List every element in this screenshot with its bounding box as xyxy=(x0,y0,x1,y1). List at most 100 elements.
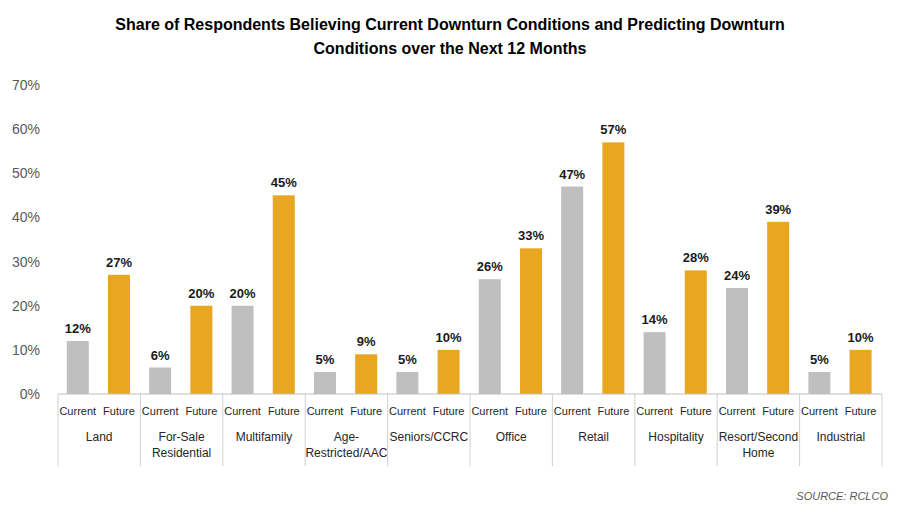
data-label: 9% xyxy=(357,334,376,349)
series-label: Future xyxy=(268,405,300,417)
bar xyxy=(520,248,542,394)
category-line: Office xyxy=(496,430,527,444)
data-label: 57% xyxy=(600,122,626,137)
series-label: Future xyxy=(103,405,135,417)
group-separator xyxy=(634,394,635,466)
bar xyxy=(190,306,212,394)
data-label: 5% xyxy=(810,352,829,367)
bar xyxy=(314,372,336,394)
bar xyxy=(644,332,666,394)
series-label: Current xyxy=(224,405,261,417)
data-label: 5% xyxy=(316,352,335,367)
series-label: Current xyxy=(59,405,96,417)
group-separator xyxy=(552,394,553,466)
category-line: Industrial xyxy=(816,430,865,444)
data-label: 27% xyxy=(106,255,132,270)
category-line: Seniors/CCRC xyxy=(389,430,468,444)
bar xyxy=(438,350,460,394)
group-separator xyxy=(222,394,223,466)
title-line: Conditions over the Next 12 Months xyxy=(314,40,587,57)
series-label: Future xyxy=(185,405,217,417)
category-label: Office xyxy=(496,430,527,444)
data-label: 5% xyxy=(398,352,417,367)
category-line: Residential xyxy=(152,446,211,460)
category-line: Land xyxy=(86,430,113,444)
group-separator xyxy=(140,394,141,466)
y-tick-label: 30% xyxy=(12,254,40,270)
bar xyxy=(850,350,872,394)
category-label: Industrial xyxy=(816,430,865,444)
bar xyxy=(561,187,583,394)
group-separator xyxy=(717,394,718,466)
category-line: Hospitality xyxy=(648,430,703,444)
series-label: Future xyxy=(597,405,629,417)
y-tick-label: 50% xyxy=(12,165,40,181)
category-label: Resort/Second Home xyxy=(719,430,798,460)
category-label: For-Sale Residential xyxy=(152,430,211,460)
bar xyxy=(602,142,624,394)
data-label: 10% xyxy=(848,330,874,345)
data-label: 33% xyxy=(518,228,544,243)
y-tick-label: 60% xyxy=(12,121,40,137)
y-tick-label: 20% xyxy=(12,298,40,314)
series-label: Current xyxy=(554,405,591,417)
source: SOURCE: RCLCO xyxy=(796,490,888,502)
category-label: Hospitality xyxy=(648,430,703,444)
category-line: For-Sale xyxy=(159,430,205,444)
group-separator xyxy=(799,394,800,466)
data-label: 26% xyxy=(477,259,503,274)
category-line: Multifamily xyxy=(236,430,293,444)
data-label: 45% xyxy=(271,175,297,190)
group-separator xyxy=(58,394,59,466)
y-tick-label: 70% xyxy=(12,77,40,93)
data-label: 12% xyxy=(65,321,91,336)
category-line: Retail xyxy=(578,430,609,444)
y-tick-label: 10% xyxy=(12,342,40,358)
bar xyxy=(355,354,377,394)
bars xyxy=(67,142,872,394)
data-label: 6% xyxy=(151,348,170,363)
bar xyxy=(396,372,418,394)
data-label: 14% xyxy=(642,312,668,327)
data-label: 39% xyxy=(765,202,791,217)
y-tick-label: 40% xyxy=(12,209,40,225)
category-line: Age- xyxy=(334,430,359,444)
data-label: 20% xyxy=(230,286,256,301)
category-label: Land xyxy=(86,430,113,444)
data-label: 24% xyxy=(724,268,750,283)
category-line: Restricted/AAC xyxy=(305,446,387,460)
title-line: Share of Respondents Believing Current D… xyxy=(115,16,784,33)
category-line: Home xyxy=(742,446,774,460)
series-label: Current xyxy=(801,405,838,417)
group-separator xyxy=(470,394,471,466)
bar xyxy=(767,222,789,394)
bar xyxy=(149,368,171,394)
data-label: 20% xyxy=(188,286,214,301)
series-label: Future xyxy=(350,405,382,417)
series-label: Current xyxy=(719,405,756,417)
series-label: Future xyxy=(762,405,794,417)
bar xyxy=(479,279,501,394)
chart: Share of Respondents Believing Current D… xyxy=(0,0,900,514)
series-label: Future xyxy=(845,405,877,417)
series-label: Future xyxy=(515,405,547,417)
group-separator xyxy=(882,394,883,466)
data-label: 28% xyxy=(683,250,709,265)
series-label: Future xyxy=(680,405,712,417)
category-label: Seniors/CCRC xyxy=(389,430,468,444)
category-label: Age- Restricted/AAC xyxy=(305,430,387,460)
bar xyxy=(273,195,295,394)
bar xyxy=(685,270,707,394)
bar xyxy=(808,372,830,394)
bar xyxy=(67,341,89,394)
series-label: Future xyxy=(433,405,465,417)
bar xyxy=(232,306,254,394)
bar xyxy=(726,288,748,394)
series-label: Current xyxy=(636,405,673,417)
y-tick-label: 0% xyxy=(20,386,40,402)
data-label: 47% xyxy=(559,167,585,182)
series-label: Current xyxy=(389,405,426,417)
bar xyxy=(108,275,130,394)
category-line: Resort/Second xyxy=(719,430,798,444)
data-label: 10% xyxy=(436,330,462,345)
